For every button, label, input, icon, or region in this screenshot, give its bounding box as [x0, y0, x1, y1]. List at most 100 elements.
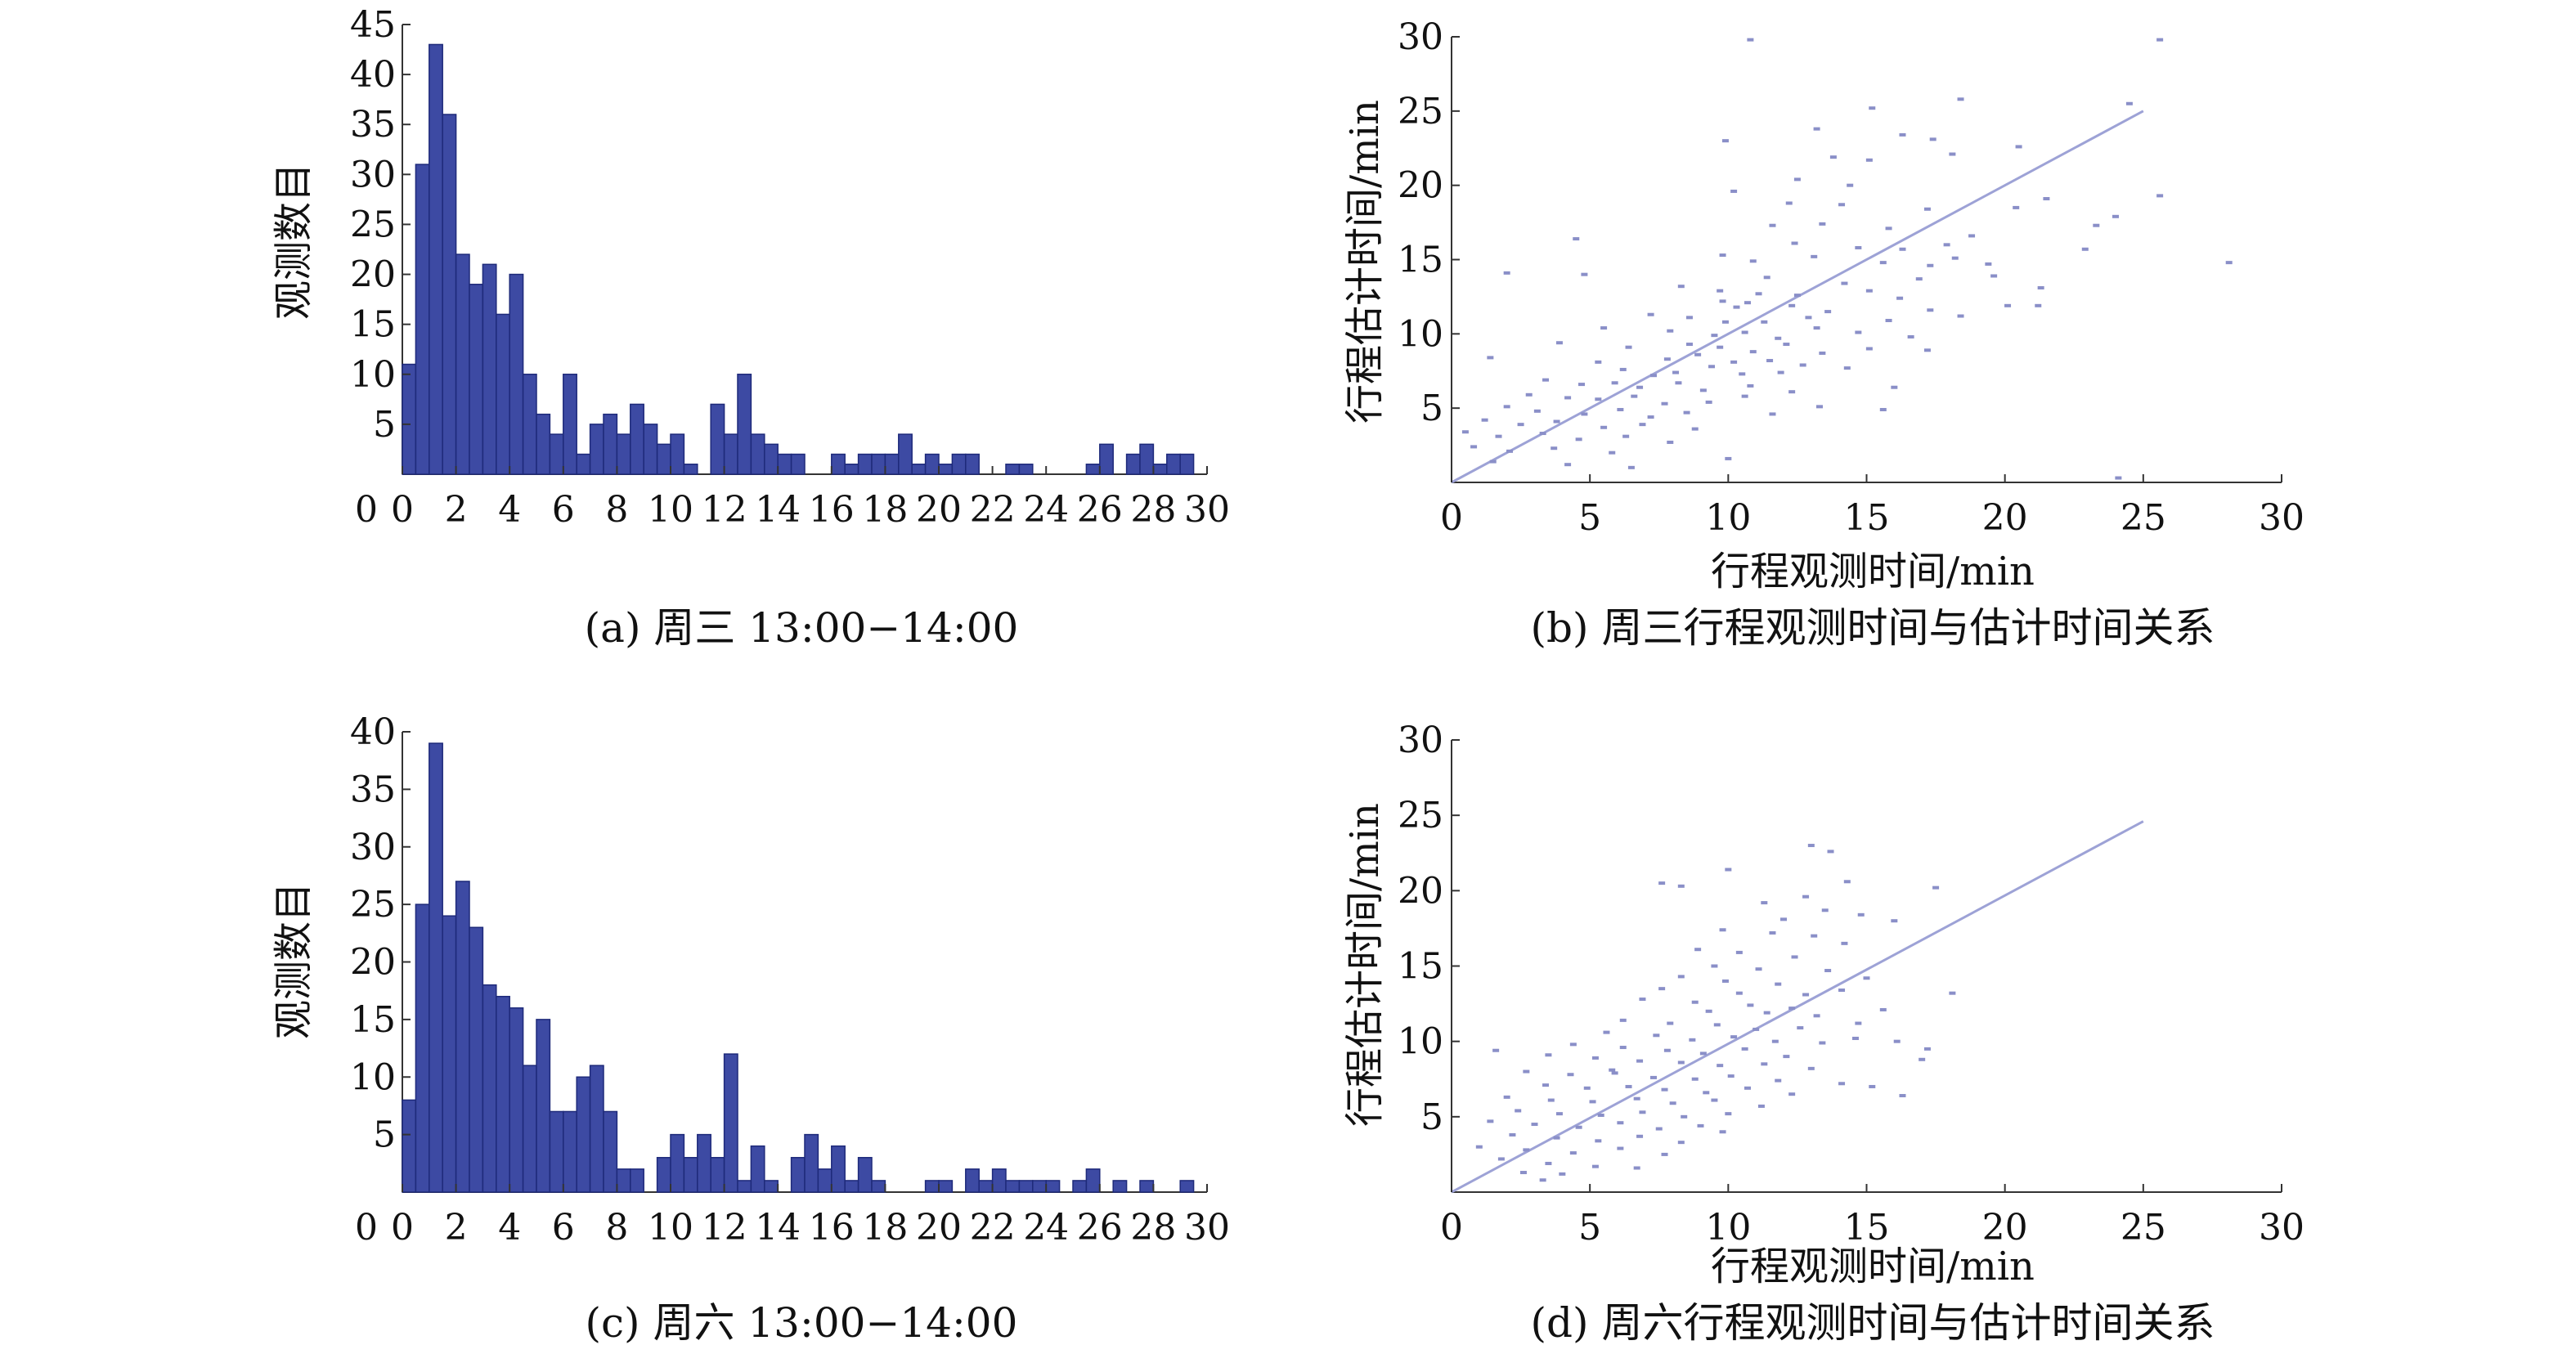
- panel-b-point: [1539, 432, 1546, 436]
- panel-a-bar: [1085, 464, 1101, 475]
- panel-d-point: [1727, 1074, 1735, 1078]
- panel-b-point: [1691, 427, 1699, 431]
- panel-b-caption: (b) 周三行程观测时间与估计时间关系: [1531, 604, 2215, 652]
- panel-a-bar: [429, 43, 443, 475]
- panel-d-point: [1771, 1039, 1779, 1043]
- panel-b-point: [1785, 201, 1793, 205]
- panel-b-point: [1627, 465, 1635, 469]
- panel-d-point: [1763, 1011, 1770, 1015]
- panel-c-y-tick-label: 35: [350, 769, 396, 810]
- panel-b-x-tick-label: 10: [1705, 497, 1751, 539]
- panel-a-bar: [576, 453, 591, 475]
- panel-c-bar: [831, 1145, 846, 1193]
- panel-b-point: [1788, 303, 1796, 307]
- panel-a-bar: [1139, 443, 1155, 475]
- panel-d-point: [1691, 1000, 1699, 1004]
- panel-d-point: [1721, 979, 1729, 983]
- panel-b-x-tick-label: 25: [2120, 497, 2166, 539]
- panel-a-x-tick-label: 16: [809, 489, 855, 531]
- panel-c-bar: [455, 881, 470, 1193]
- panel-a-bar: [402, 363, 417, 475]
- panel-b-point: [1581, 272, 1588, 276]
- panel-c-bar: [1112, 1180, 1128, 1193]
- panel-b-x-tick-label: 20: [1982, 497, 2028, 539]
- panel-c-origin-label: 0: [355, 1207, 378, 1249]
- panel-c-bar: [857, 1157, 873, 1193]
- panel-a-bar: [1005, 464, 1021, 475]
- panel-c-x-tick-label: 16: [809, 1207, 855, 1249]
- panel-d-point: [1744, 1086, 1752, 1090]
- panel-c-bar: [1005, 1180, 1021, 1193]
- panel-b-point: [1741, 394, 1748, 398]
- panel-c-x-tick-label: 4: [498, 1207, 521, 1249]
- panel-a-y-tick-label: 20: [350, 254, 396, 296]
- panel-c-bar: [723, 1053, 738, 1193]
- panel-d-point: [1663, 1048, 1671, 1052]
- panel-b-point: [2225, 261, 2233, 265]
- panel-a-y-tick-label: 45: [350, 4, 396, 46]
- panel-a-x-tick-label: 8: [605, 489, 628, 531]
- panel-a-y-tick-label: 25: [350, 204, 396, 245]
- panel-c-bar: [871, 1180, 886, 1193]
- panel-b-point: [1622, 434, 1630, 438]
- panel-b-point: [1769, 223, 1776, 227]
- panel-d-point: [1545, 1053, 1552, 1057]
- panel-b-point: [1489, 460, 1497, 464]
- panel-d-point: [1653, 1033, 1660, 1038]
- panel-d-point: [1492, 1048, 1500, 1052]
- panel-d-point: [1575, 1125, 1582, 1129]
- panel-d-point: [1899, 1094, 1906, 1098]
- panel-b-point: [1819, 351, 1826, 355]
- panel-a-x-tick-label: 30: [1184, 489, 1230, 531]
- panel-a-x-tick-label: 20: [916, 489, 962, 531]
- panel-b-point: [1461, 430, 1469, 434]
- panel-c-bar: [1018, 1180, 1034, 1193]
- panel-d-point: [1658, 881, 1666, 885]
- panel-b-point: [1885, 318, 1892, 322]
- panel-d-point: [1589, 1100, 1596, 1104]
- panel-d-point: [1713, 1023, 1721, 1027]
- panel-c-bar: [1085, 1168, 1101, 1193]
- panel-a-bar: [790, 453, 806, 475]
- panel-c-bar: [670, 1133, 685, 1193]
- panel-a-bar: [415, 164, 430, 475]
- panel-c-x-tick-label: 10: [648, 1207, 693, 1249]
- panel-d-x-axis-label: 行程观测时间/min: [1711, 1244, 2035, 1289]
- panel-b-point: [1661, 401, 1668, 406]
- panel-b-point: [1923, 348, 1931, 352]
- panel-b-point: [1487, 356, 1494, 360]
- panel-b-point: [1564, 396, 1572, 400]
- panel-d-point: [1711, 964, 1718, 968]
- panel-c-bar: [978, 1180, 994, 1193]
- panel-b-y-tick-label: 15: [1398, 240, 1443, 281]
- panel-d-x-tick-label: 30: [2259, 1207, 2304, 1249]
- panel-b-point: [1747, 38, 1754, 42]
- panel-d-point: [1932, 885, 1940, 890]
- panel-b-point: [1481, 418, 1488, 422]
- panel-d-point: [1617, 1146, 1624, 1150]
- panel-d-point: [1681, 1114, 1688, 1119]
- panel-b-point: [1838, 203, 1846, 207]
- panel-a-bar: [1166, 453, 1181, 475]
- panel-a-origin-label: 0: [355, 489, 378, 531]
- panel-d-point: [1780, 917, 1787, 921]
- panel-c-bar: [924, 1180, 940, 1193]
- panel-d-y-tick-label: 25: [1398, 795, 1443, 836]
- panel-c-bar: [549, 1110, 564, 1193]
- panel-d-point: [1719, 1130, 1726, 1134]
- panel-a-y-tick-label: 15: [350, 304, 396, 346]
- panel-b-point: [1717, 289, 1724, 293]
- panel-b-point: [1672, 370, 1680, 374]
- panel-c-bar: [469, 926, 484, 1193]
- panel-b-y-axis-label: 行程估计时间/min: [1342, 100, 1388, 424]
- panel-c-x-tick-label: 12: [702, 1207, 747, 1249]
- panel-b-point: [1677, 285, 1685, 289]
- panel-d-point: [1609, 1068, 1616, 1072]
- panel-b-point: [1525, 392, 1533, 397]
- panel-c-x-tick-label: 18: [862, 1207, 908, 1249]
- panel-a-bar: [844, 464, 859, 475]
- panel-d-point: [1633, 1096, 1640, 1101]
- panel-d-point: [1705, 1009, 1712, 1013]
- panel-a-bar: [938, 464, 954, 475]
